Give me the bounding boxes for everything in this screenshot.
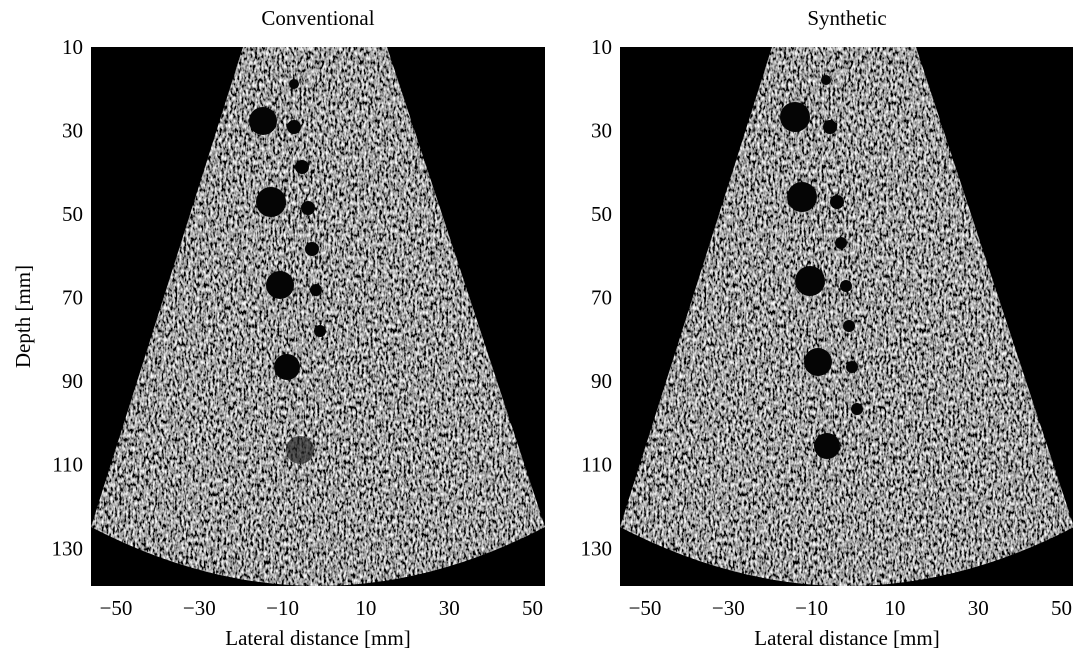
x-tick-label: −50 [100, 596, 133, 620]
y-tick-label: 10 [62, 35, 83, 59]
y-tick-label: 70 [62, 286, 83, 310]
y-tick-label: 70 [591, 286, 612, 310]
y-tick-label: 90 [591, 369, 612, 393]
chart-title: Synthetic [807, 6, 886, 30]
y-tick-label: 30 [62, 118, 83, 142]
y-tick-label: 130 [581, 536, 613, 560]
x-tick-label: −10 [795, 596, 828, 620]
x-tick-label: 10 [355, 596, 376, 620]
x-tick-label: −30 [183, 596, 216, 620]
x-tick-label: 30 [968, 596, 989, 620]
x-tick-label: 10 [884, 596, 905, 620]
x-tick-label: −30 [712, 596, 745, 620]
y-tick-label: 110 [52, 453, 83, 477]
panel [91, 47, 545, 586]
x-axis-label: Lateral distance [mm] [754, 626, 939, 650]
x-axis-label: Lateral distance [mm] [225, 626, 410, 650]
y-tick-label: 130 [52, 536, 84, 560]
y-tick-label: 10 [591, 35, 612, 59]
panel [620, 47, 1073, 586]
x-tick-label: 30 [439, 596, 460, 620]
y-tick-label: 110 [581, 453, 612, 477]
x-tick-label: −50 [629, 596, 662, 620]
y-axis-label: Depth [mm] [11, 265, 35, 368]
x-tick-label: 50 [1051, 596, 1072, 620]
x-tick-label: −10 [266, 596, 299, 620]
y-tick-label: 50 [62, 202, 83, 226]
x-tick-label: 50 [522, 596, 543, 620]
y-tick-label: 30 [591, 118, 612, 142]
y-tick-label: 90 [62, 369, 83, 393]
chart-title: Conventional [261, 6, 374, 30]
y-tick-label: 50 [591, 202, 612, 226]
